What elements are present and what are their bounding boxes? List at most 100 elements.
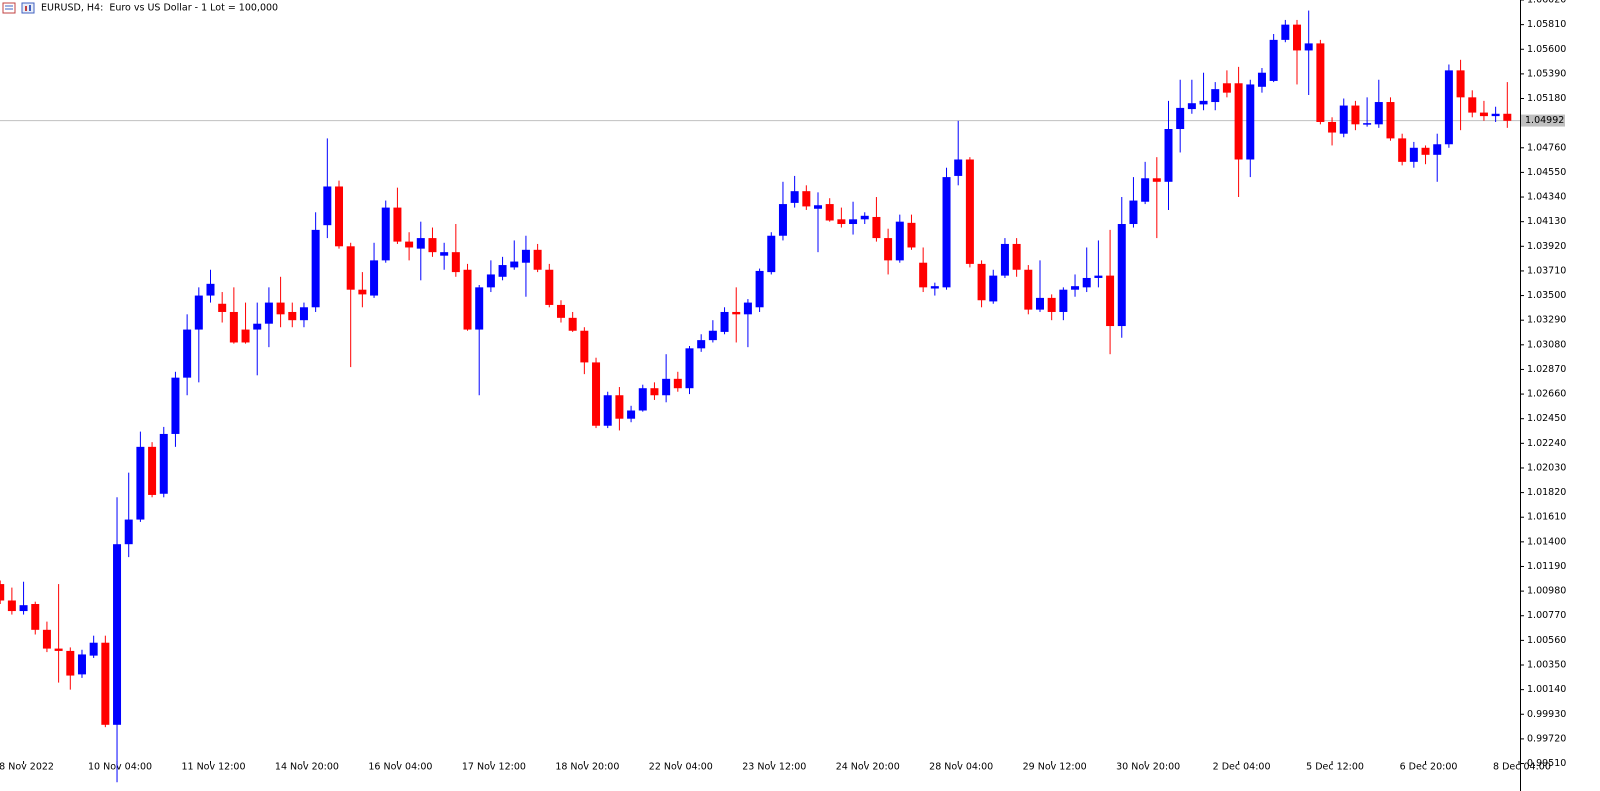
candle-body xyxy=(1293,24,1302,51)
candle-body xyxy=(755,270,764,308)
candle-body xyxy=(1503,113,1512,121)
candle-body xyxy=(533,249,542,270)
icon-bar xyxy=(25,6,27,11)
candle-body xyxy=(872,216,881,239)
candle-body xyxy=(732,311,741,315)
candle-body xyxy=(1304,43,1313,51)
candle-body xyxy=(159,433,168,494)
candle-body xyxy=(54,648,63,651)
candle-body xyxy=(1351,105,1360,125)
y-tick-label: 1.00350 xyxy=(1527,660,1566,671)
y-tick-label: 1.01610 xyxy=(1527,512,1566,523)
y-tick-label: 1.01820 xyxy=(1527,487,1566,498)
y-tick-label: 1.03290 xyxy=(1527,315,1566,326)
x-tick-label: 30 Nov 20:00 xyxy=(1116,762,1180,773)
candle-body xyxy=(907,222,916,248)
candle-body xyxy=(1269,39,1278,81)
candle-body xyxy=(486,274,495,288)
candle-body xyxy=(276,302,285,315)
y-tick-label: 1.04760 xyxy=(1527,142,1566,153)
y-tick-label: 1.03710 xyxy=(1527,265,1566,276)
y-tick-label: 1.04340 xyxy=(1527,192,1566,203)
candle-body xyxy=(790,191,799,203)
x-tick-label: 16 Nov 04:00 xyxy=(368,762,432,773)
x-tick-label: 29 Nov 12:00 xyxy=(1023,762,1087,773)
candle-body xyxy=(743,302,752,315)
candle-body xyxy=(802,191,811,207)
x-tick-label: 2 Dec 04:00 xyxy=(1213,762,1271,773)
candle-body xyxy=(124,519,133,545)
y-tick-label: 1.05180 xyxy=(1527,93,1566,104)
candle-body xyxy=(1164,129,1173,182)
candle-body xyxy=(673,378,682,389)
candle-body xyxy=(440,252,449,256)
candle-body xyxy=(837,219,846,225)
y-tick-label: 1.05390 xyxy=(1527,68,1566,79)
candle-body xyxy=(1047,297,1056,312)
candle-body xyxy=(1363,123,1372,125)
candle-body xyxy=(965,159,974,264)
candle-body xyxy=(650,388,659,396)
candle-body xyxy=(720,311,729,332)
x-tick-label: 14 Nov 20:00 xyxy=(275,762,339,773)
candle-body xyxy=(323,186,332,226)
candle-body xyxy=(860,215,869,220)
candle-body xyxy=(0,584,5,601)
candle-body xyxy=(767,235,776,273)
candle-body xyxy=(895,221,904,261)
candle-body xyxy=(1281,24,1290,40)
candle-body xyxy=(510,261,519,268)
candle-body xyxy=(77,654,86,675)
y-tick-label: 1.02030 xyxy=(1527,462,1566,473)
candle-body xyxy=(206,283,215,296)
candle-body xyxy=(346,246,355,290)
candle-body xyxy=(1328,121,1337,133)
candle-body xyxy=(638,388,647,411)
x-tick-label: 8 Nov 2022 xyxy=(0,762,54,773)
candle-body xyxy=(778,204,787,236)
y-tick-label: 0.99930 xyxy=(1527,709,1566,720)
candle-body xyxy=(405,241,414,248)
y-tick-label: 1.03080 xyxy=(1527,339,1566,350)
x-tick-label: 10 Nov 04:00 xyxy=(88,762,152,773)
candle-body xyxy=(884,238,893,261)
x-tick-label: 11 Nov 12:00 xyxy=(181,762,245,773)
candle-body xyxy=(335,186,344,247)
candle-body xyxy=(1468,97,1477,113)
candle-body xyxy=(463,269,472,330)
y-tick-label: 1.05810 xyxy=(1527,19,1566,30)
candle-body xyxy=(1117,224,1126,327)
x-tick-label: 8 Dec 04:00 xyxy=(1493,762,1551,773)
y-tick-label: 0.99720 xyxy=(1527,733,1566,744)
icon xyxy=(2,2,16,14)
y-tick-label: 1.02450 xyxy=(1527,413,1566,424)
y-tick-label: 1.06020 xyxy=(1527,0,1566,6)
candle-body xyxy=(101,642,110,725)
candle-body xyxy=(1152,178,1161,182)
candle-body xyxy=(708,330,717,341)
y-tick-label: 0.99510 xyxy=(1527,758,1566,769)
candle-body xyxy=(7,600,16,612)
candle-body xyxy=(416,238,425,249)
candle-body xyxy=(218,303,227,312)
candle-body xyxy=(1246,84,1255,160)
candle-body xyxy=(288,311,297,321)
candle-body xyxy=(1141,178,1150,202)
candle-body xyxy=(451,252,460,273)
icon xyxy=(21,2,35,14)
candle-body xyxy=(1433,144,1442,155)
candle-body xyxy=(1339,105,1348,134)
candle-body xyxy=(66,650,75,676)
y-tick-label: 1.05600 xyxy=(1527,44,1566,55)
candle-body xyxy=(662,378,671,396)
candle-body xyxy=(1024,269,1033,310)
candle-body xyxy=(194,295,203,330)
candle-body xyxy=(989,275,998,302)
candle-body xyxy=(393,207,402,242)
candle-body xyxy=(1000,243,1009,276)
chart-title: EURUSD, H4: Euro vs US Dollar - 1 Lot = … xyxy=(41,3,278,14)
candle-body xyxy=(253,323,262,330)
candle-body xyxy=(1491,113,1500,117)
